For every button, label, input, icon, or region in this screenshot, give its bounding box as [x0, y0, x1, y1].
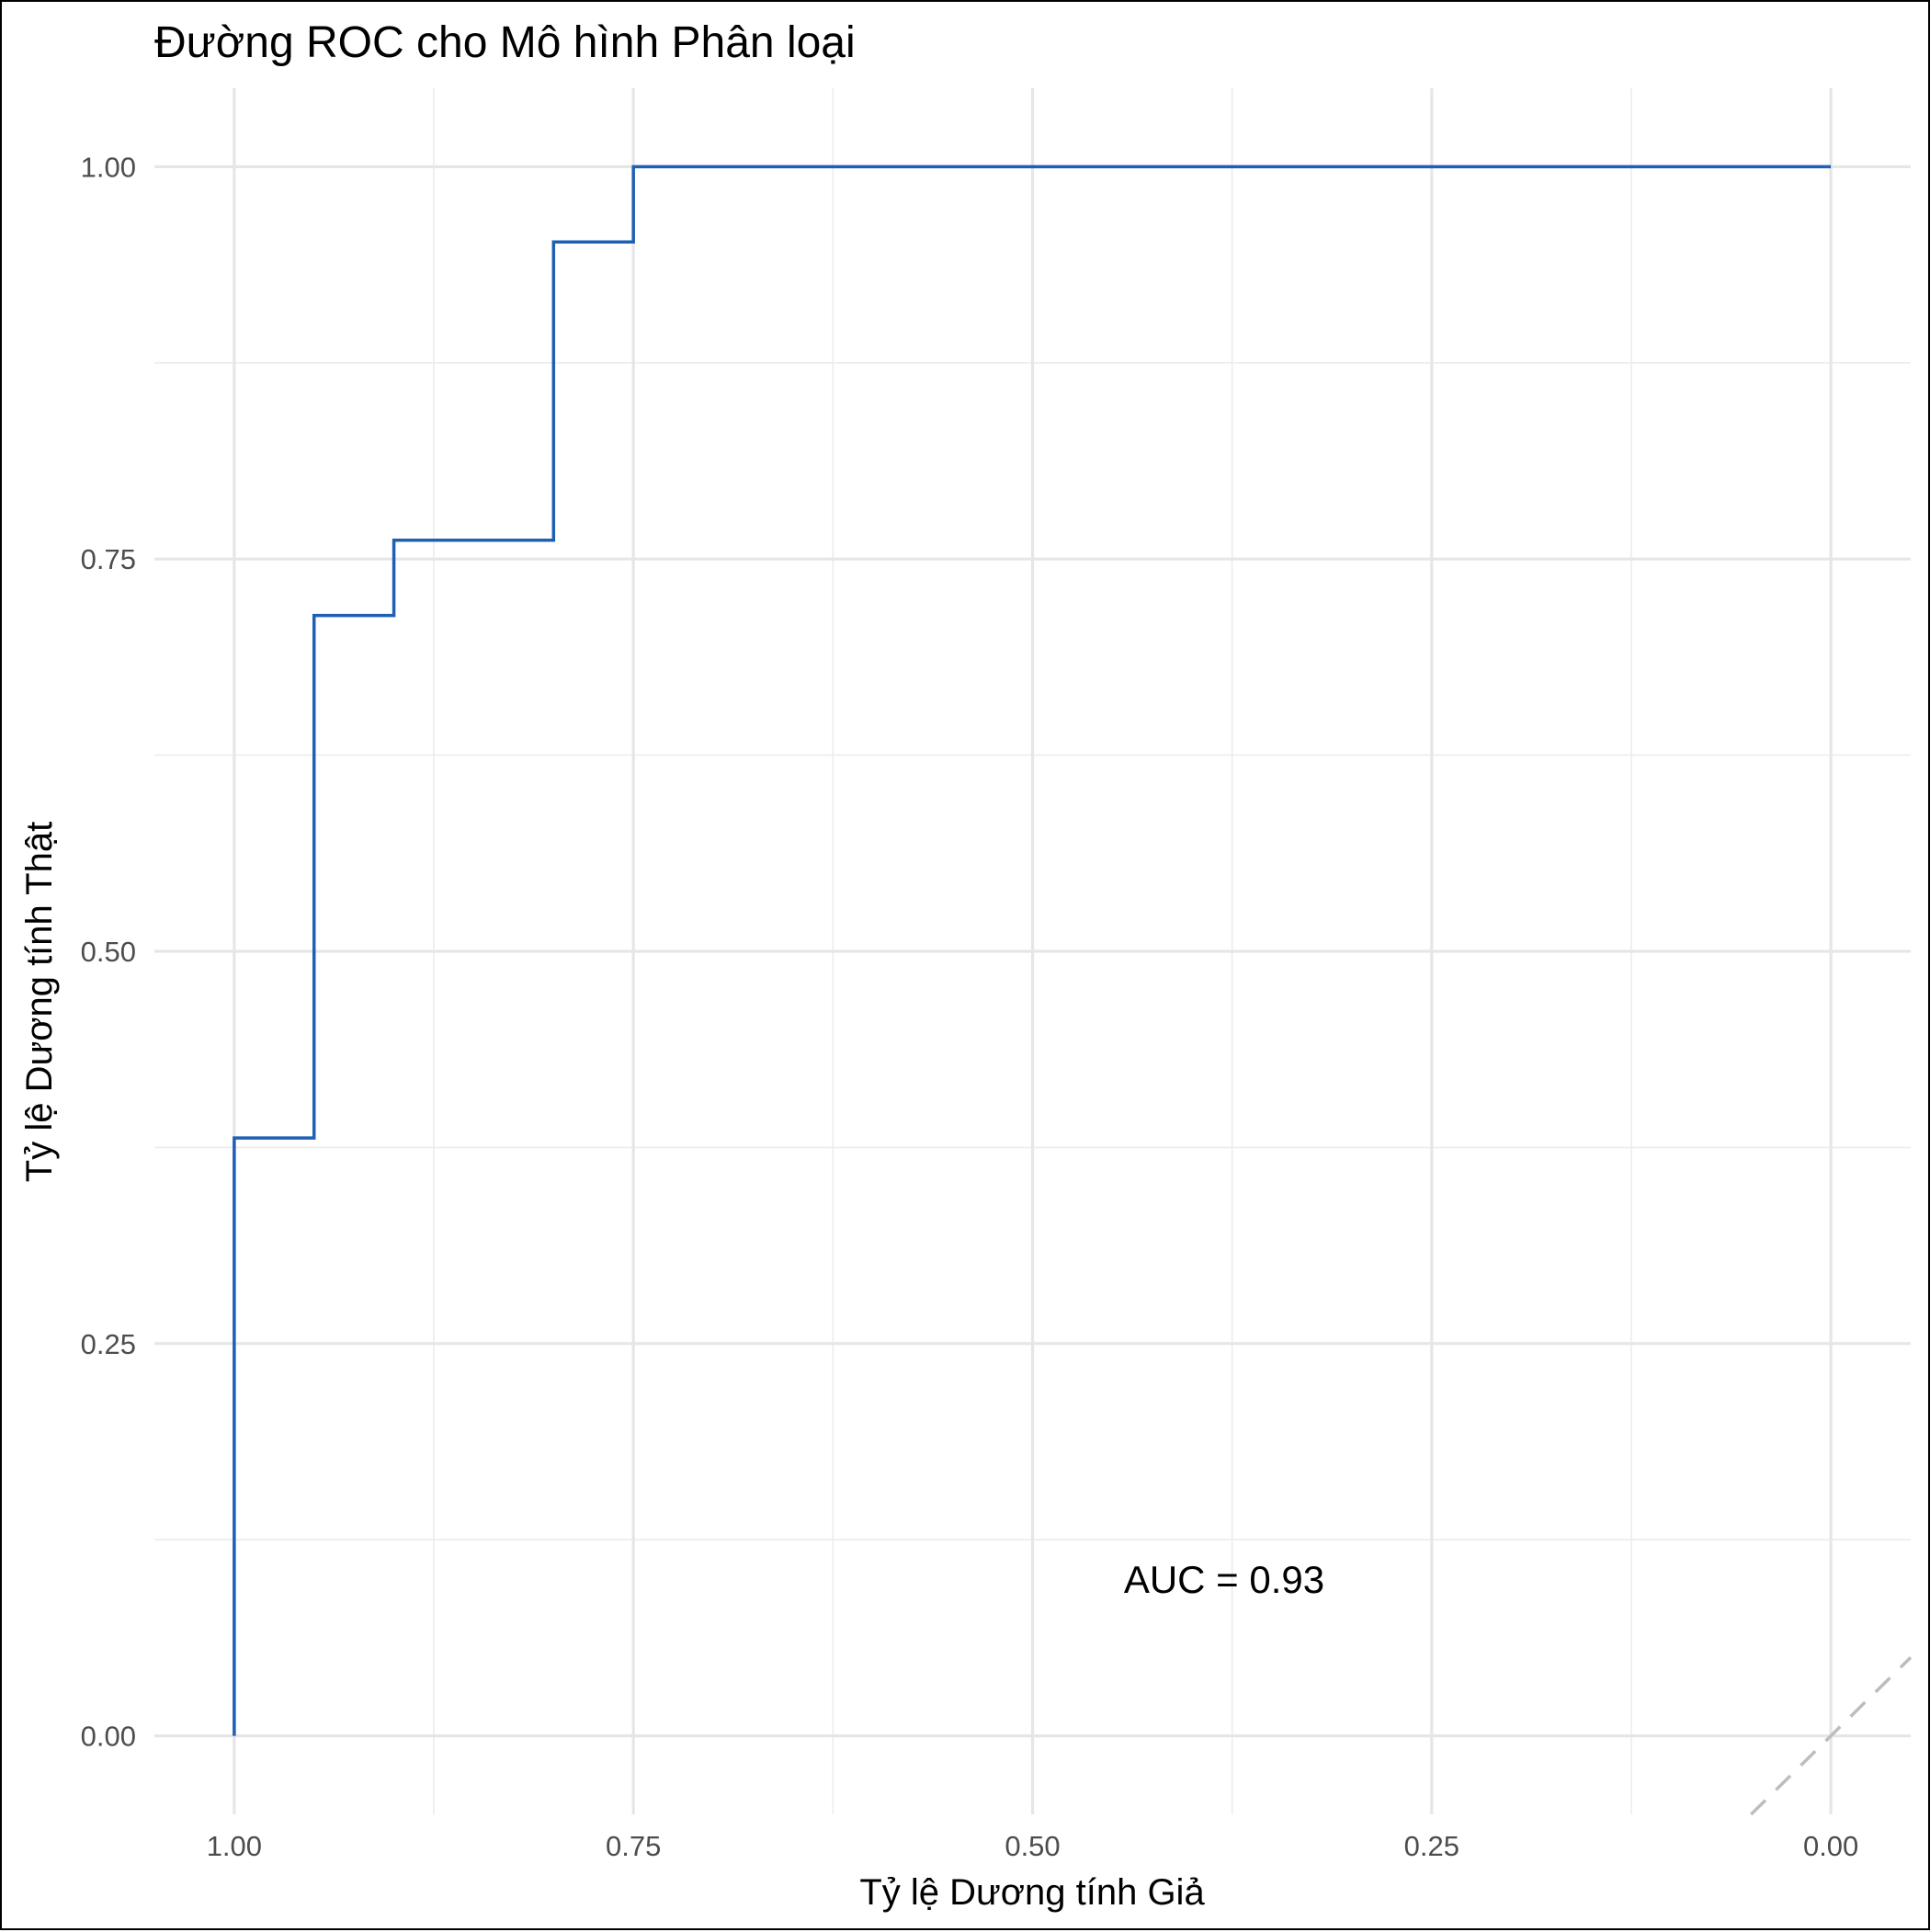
y-tick-label: 0.00 — [81, 1721, 136, 1753]
y-tick-label: 1.00 — [81, 151, 136, 183]
x-tick-label: 1.00 — [207, 1830, 262, 1862]
x-tick-label: 0.50 — [1005, 1830, 1060, 1862]
reference-line-group — [1750, 1656, 1913, 1816]
x-tick-labels: 1.00 0.75 0.50 0.25 0.00 — [207, 1830, 1859, 1862]
grid — [154, 88, 1911, 1814]
series-group — [233, 165, 1832, 1736]
annotations: AUC = 0.93 — [1124, 1558, 1324, 1601]
y-tick-label: 0.75 — [81, 543, 136, 575]
y-tick-label: 0.50 — [81, 936, 136, 968]
y-tick-label: 0.25 — [81, 1328, 136, 1360]
auc-annotation: AUC = 0.93 — [1124, 1558, 1324, 1601]
reference-diagonal-line — [1750, 1656, 1913, 1816]
x-tick-label: 0.25 — [1404, 1830, 1459, 1862]
y-tick-labels: 0.00 0.25 0.50 0.75 1.00 — [81, 151, 136, 1752]
x-axis-title: Tỷ lệ Dương tính Giả — [859, 1872, 1205, 1913]
y-axis-title: Tỷ lệ Dương tính Thật — [19, 822, 60, 1182]
roc-curve-line — [233, 165, 1832, 1736]
chart-title: Đường ROC cho Mô hình Phân loại — [154, 18, 856, 67]
x-tick-label: 0.00 — [1803, 1830, 1858, 1862]
x-tick-label: 0.75 — [606, 1830, 661, 1862]
